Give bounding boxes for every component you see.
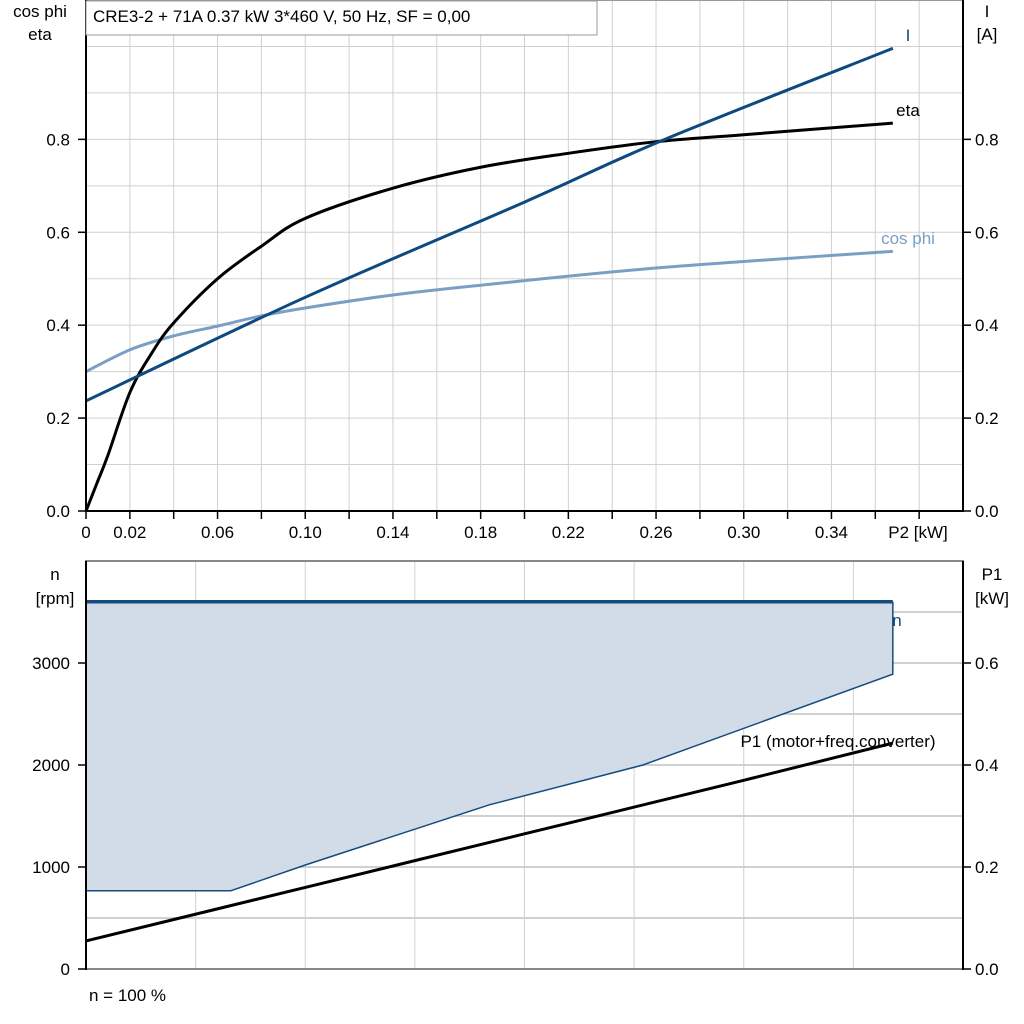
y-tick-label-right: 0.6 [975,654,999,673]
series-label-I: I [906,26,911,45]
y-tick-label-right: 0.0 [975,960,999,979]
x-axis-label: P2 [kW] [888,523,948,542]
y-tick-label-left: 0.6 [46,223,70,242]
speed-range-area [86,601,893,891]
title-box [85,0,598,36]
y-tick-label-left: 0.4 [46,316,70,335]
bottom-right-axis-label-1: P1 [982,565,1003,584]
chart-title: CRE3-2 + 71A 0.37 kW 3*460 V, 50 Hz, SF … [93,7,470,26]
y-tick-label-left: 0.0 [46,502,70,521]
y-tick-label-right: 0.2 [975,858,999,877]
y-tick-label-right: 0.6 [975,223,999,242]
y-tick-label-right: 0.0 [975,502,999,521]
top-left-axis-label-1: cos phi [13,2,67,21]
x-tick-label: 0.06 [201,523,234,542]
x-tick-label: 0.14 [376,523,409,542]
x-tick-label: 0.10 [289,523,322,542]
series-label-eta: eta [896,101,920,120]
y-tick-label-left: 0 [61,960,70,979]
y-tick-label-left: 2000 [32,756,70,775]
series-label-cos-phi: cos phi [881,229,935,248]
y-tick-label-left: 3000 [32,654,70,673]
y-tick-label-right: 0.4 [975,316,999,335]
x-tick-label: 0.26 [640,523,673,542]
cos-phi-line [85,249,893,373]
series-label-n: n [892,611,901,630]
speed-footer: n = 100 % [89,986,166,1005]
top-left-axis-label-2: eta [28,25,52,44]
x-tick-label: 0.30 [727,523,760,542]
x-tick-label: 0 [81,523,90,542]
y-tick-label-right: 0.8 [975,130,999,149]
bottom-right-axis-label-2: [kW] [975,589,1009,608]
axes: 0 0.02 0.06 0.10 0.14 0.18 0.22 0.26 0.30 0.34 0.0… [32,0,999,979]
x-tick-label: 0.22 [552,523,585,542]
I-line [85,46,894,403]
y-tick-label-left: 1000 [32,858,70,877]
P1-line [85,741,894,943]
x-tick-label: 0.18 [464,523,497,542]
x-tick-label: 0.34 [815,523,848,542]
top-right-axis-label-2: [A] [977,25,998,44]
eta-line [84,121,893,512]
chart-marks [84,46,894,943]
min-speed-line [86,601,894,892]
y-tick-label-right: 0.4 [975,756,999,775]
y-tick-label-left: 0.8 [46,130,70,149]
bottom-left-axis-label-1: n [50,565,59,584]
series-label-P1: P1 (motor+freq.converter) [740,732,935,751]
x-tick-label: 0.02 [113,523,146,542]
bottom-left-axis-label-2: [rpm] [36,589,75,608]
y-tick-label-left: 0.2 [46,409,70,428]
y-tick-label-right: 0.2 [975,409,999,428]
top-right-axis-label-1: I [985,2,990,21]
